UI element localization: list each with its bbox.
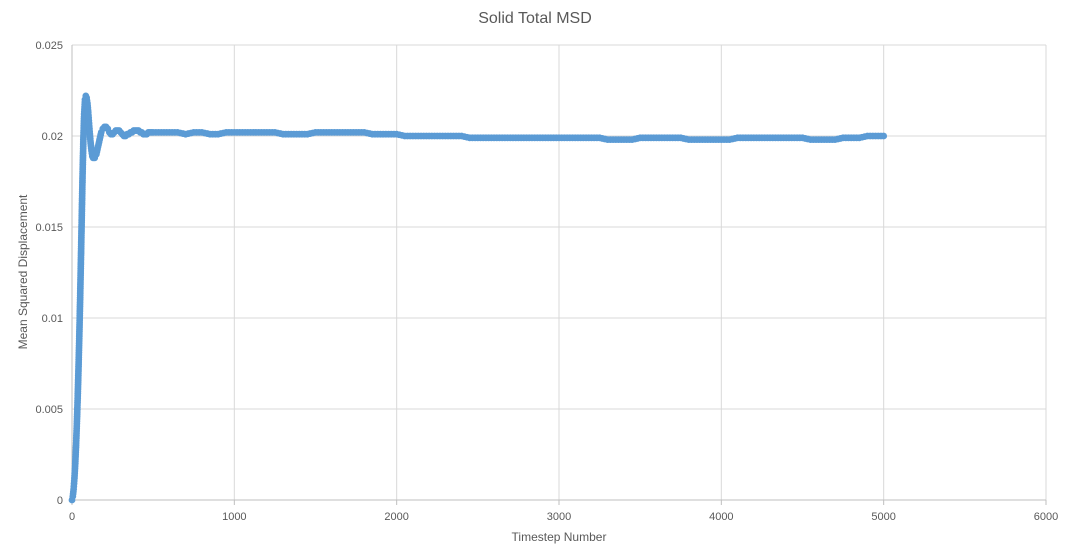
y-tick-label: 0.005 [35, 404, 63, 416]
x-tick-label: 2000 [384, 511, 408, 523]
y-tick-label: 0.01 [42, 313, 63, 325]
x-tick-label: 1000 [222, 511, 246, 523]
x-tick-label: 6000 [1034, 511, 1058, 523]
y-tick-label: 0 [57, 495, 63, 507]
gridlines [72, 44, 1047, 500]
y-tick-label: 0.02 [42, 131, 63, 143]
y-tick-labels: 0 0.005 0.01 0.015 0.02 0.025 [35, 40, 63, 507]
data-point [880, 132, 888, 140]
y-tick-label: 0.015 [35, 222, 63, 234]
x-tick-label: 4000 [709, 511, 733, 523]
x-tick-label: 0 [69, 511, 75, 523]
chart-title: Solid Total MSD [478, 10, 592, 27]
y-tick-label: 0.025 [35, 40, 63, 52]
x-tick-label: 5000 [871, 511, 895, 523]
x-tick-labels: 0 1000 2000 3000 4000 5000 6000 [69, 511, 1058, 523]
y-axis-title: Mean Squared Displacement [16, 194, 30, 349]
x-axis-title: Timestep Number [512, 530, 607, 544]
x-tick-label: 3000 [547, 511, 571, 523]
data-series [68, 92, 888, 504]
